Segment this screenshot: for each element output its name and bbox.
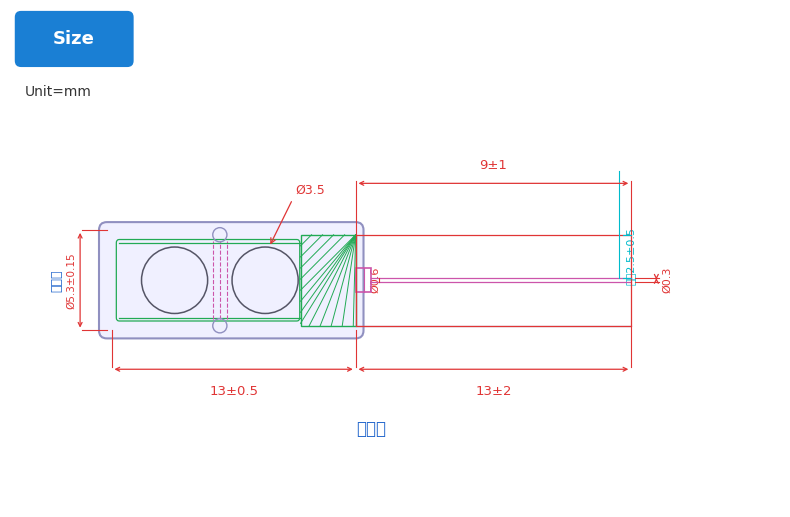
Text: Ø3.5: Ø3.5 (295, 184, 325, 197)
Text: 9±1: 9±1 (480, 159, 507, 173)
Text: Ø5.3±0.15: Ø5.3±0.15 (66, 252, 76, 309)
FancyBboxPatch shape (15, 11, 134, 67)
Text: Ø0.6: Ø0.6 (371, 267, 380, 294)
Text: 13±0.5: 13±0.5 (209, 385, 258, 398)
Text: Size: Size (53, 29, 95, 48)
FancyBboxPatch shape (99, 222, 363, 339)
Text: Unit=mm: Unit=mm (25, 85, 92, 99)
Text: Ø0.3: Ø0.3 (663, 267, 672, 294)
Bar (356, 235, 631, 326)
Text: 含外皮: 含外皮 (50, 269, 63, 292)
Text: 根郥2.5±0.5: 根郥2.5±0.5 (626, 227, 636, 285)
Bar (300, 235, 356, 326)
Text: 13±2: 13±2 (475, 385, 512, 398)
Bar (356, 268, 371, 292)
Text: 含外皮: 含外皮 (356, 420, 386, 437)
